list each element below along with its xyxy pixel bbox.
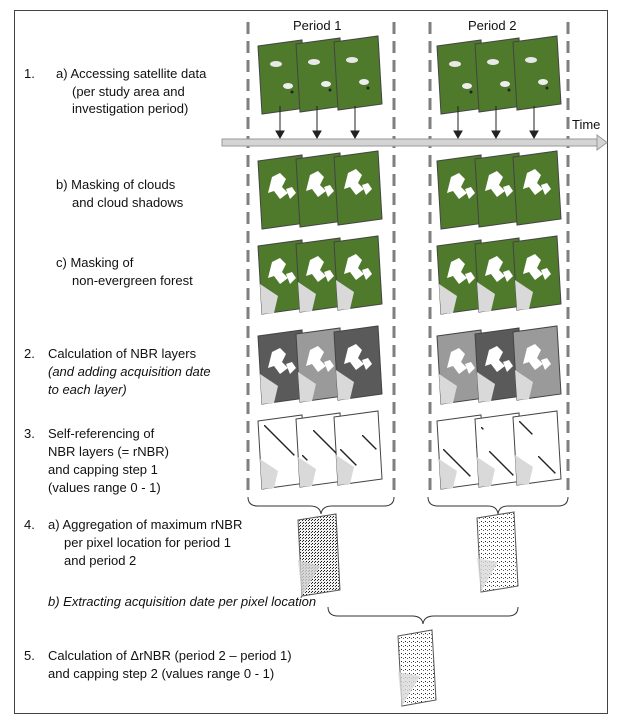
- step-1a-line-1: a) Accessing satellite data: [56, 66, 207, 81]
- tile-rnbr-6: [512, 410, 562, 486]
- tile-nbr-4: [436, 329, 486, 405]
- tile-forest-1: [257, 239, 307, 315]
- step-1c-line-1: c) Masking of: [56, 255, 134, 270]
- step-2-number: 2.: [24, 346, 35, 361]
- tile-raw-1: [257, 39, 307, 115]
- period-1-label: Period 1: [293, 18, 342, 33]
- aggregated-rnbr-period-2: [476, 511, 519, 593]
- step-4-number: 4.: [24, 517, 35, 532]
- tile-forest-2: [295, 237, 345, 313]
- tile-cloud-1: [257, 154, 307, 230]
- step-3-line-4: (values range 0 - 1): [48, 480, 161, 495]
- tile-nbr-3: [333, 325, 383, 401]
- step-1b-line-1: b) Masking of clouds: [56, 177, 176, 192]
- delta-rnbr-output: [397, 629, 437, 707]
- brace-difference: [327, 606, 519, 625]
- step-4b-line-1: b) Extracting acquisition date per pixel…: [48, 594, 317, 609]
- period-2-label: Period 2: [468, 18, 517, 33]
- step-1c-line-2: non-evergreen forest: [72, 273, 193, 288]
- step-3-line-3: and capping step 1: [48, 462, 158, 477]
- brace-period-1: [247, 496, 395, 515]
- tile-forest-6: [512, 235, 562, 311]
- tile-nbr-5: [474, 327, 524, 403]
- step-4a-line-1: a) Aggregation of maximum rNBR: [48, 517, 243, 532]
- tile-nbr-1: [257, 329, 307, 405]
- tile-rnbr-3: [333, 410, 383, 486]
- step-1b-line-2: and cloud shadows: [72, 195, 184, 210]
- tile-nbr-6: [512, 325, 562, 401]
- figure-frame: [14, 10, 608, 714]
- step-2-line-3: to each layer): [48, 382, 127, 397]
- time-axis-arrow: [221, 134, 608, 151]
- step-4a-line-2: per pixel location for period 1: [64, 535, 231, 550]
- tile-raw-6: [512, 35, 562, 111]
- aggregated-rnbr-period-1: [297, 513, 341, 597]
- tile-cloud-4: [436, 154, 486, 230]
- step-3-line-2: NBR layers (= rNBR): [48, 444, 169, 459]
- tile-rnbr-4: [436, 414, 486, 490]
- step-5-line-2: and capping step 2 (values range 0 - 1): [48, 666, 275, 681]
- step-4a-line-3: and period 2: [64, 553, 137, 568]
- tile-rnbr-1: [257, 414, 307, 490]
- image-stacks: [257, 35, 562, 490]
- brace-period-2: [427, 496, 569, 515]
- tile-nbr-2: [295, 327, 345, 403]
- period-boundaries: [246, 22, 570, 495]
- step-5-number: 5.: [24, 648, 35, 663]
- step-3-line-1: Self-referencing of: [48, 426, 155, 441]
- tile-raw-3: [333, 35, 383, 111]
- tile-cloud-2: [295, 152, 345, 228]
- acquisition-arrows: [275, 106, 539, 140]
- step-1a-line-3: investigation period): [72, 101, 189, 116]
- step-1a-line-2: (per study area and: [72, 84, 185, 99]
- tile-cloud-3: [333, 150, 383, 226]
- step-3-number: 3.: [24, 426, 35, 441]
- tile-cloud-6: [512, 150, 562, 226]
- step-2-line-2: (and adding acquisition date: [48, 364, 211, 379]
- tile-forest-5: [474, 237, 524, 313]
- step-2-line-1: Calculation of NBR layers: [48, 346, 197, 361]
- time-axis-label: Time: [572, 117, 601, 132]
- step-5-line-1: Calculation of ΔrNBR (period 2 – period …: [48, 648, 292, 663]
- step-1-number: 1.: [24, 66, 35, 81]
- tile-forest-3: [333, 235, 383, 311]
- aggregation-braces: [247, 496, 569, 625]
- tile-rnbr-5: [474, 412, 524, 488]
